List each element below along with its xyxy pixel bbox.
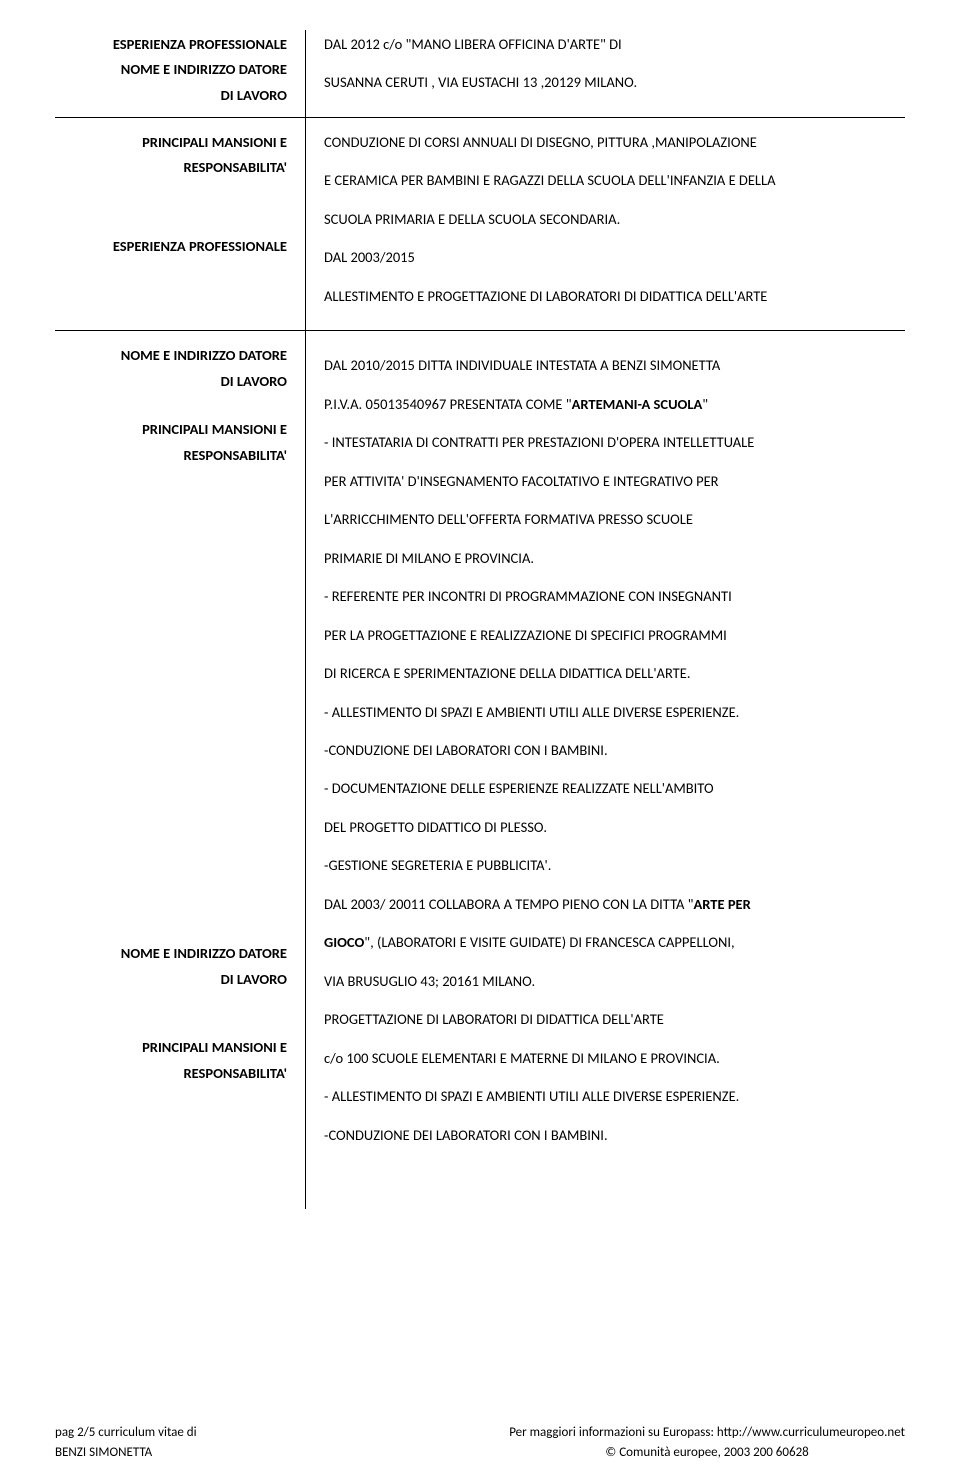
s3-l13: DEL PROGETTO DIDATTICO DI PLESSO. <box>324 816 905 838</box>
footer-right-1: Per maggiori informazioni su Europass: h… <box>509 1423 905 1443</box>
s1-line1: DAL 2012 c/o "MANO LIBERA OFFICINA D'ART… <box>324 33 905 55</box>
s3-l10: - ALLESTIMENTO DI SPAZI E AMBIENTI UTILI… <box>324 701 905 723</box>
s3-l16a: GIOCO <box>324 933 364 951</box>
label-responsabilita: RESPONSABILITA' <box>55 156 287 178</box>
footer-left-2: BENZI SIMONETTA <box>55 1443 197 1463</box>
s3-l7: - REFERENTE PER INCONTRI DI PROGRAMMAZIO… <box>324 585 905 607</box>
s3-l18: PROGETTAZIONE DI LABORATORI DI DIDATTICA… <box>324 1008 905 1030</box>
label-di-lavoro-2: DI LAVORO <box>55 370 287 392</box>
label-mansioni-3: PRINCIPALI MANSIONI E <box>55 1036 287 1058</box>
section-3: NOME E INDIRIZZO DATORE DI LAVORO PRINCI… <box>55 331 905 1209</box>
footer-right-2: © Comunità europee, 2003 200 60628 <box>509 1443 905 1463</box>
s3-l12: - DOCUMENTAZIONE DELLE ESPERIENZE REALIZ… <box>324 777 905 799</box>
label-nome-indirizzo: NOME E INDIRIZZO DATORE <box>55 58 287 80</box>
s1-line2: SUSANNA CERUTI , VIA EUSTACHI 13 ,20129 … <box>324 71 905 93</box>
label-mansioni-2: PRINCIPALI MANSIONI E <box>55 418 287 440</box>
s3-l3: - INTESTATARIA DI CONTRATTI PER PRESTAZI… <box>324 431 905 453</box>
s3-l15a: DAL 2003/ 20011 COLLABORA A TEMPO PIENO … <box>324 895 694 913</box>
s3-l2a: P.I.V.A. 05013540967 PRESENTATA COME " <box>324 395 572 413</box>
label-nome-indirizzo-2: NOME E INDIRIZZO DATORE <box>55 344 287 366</box>
s2-line4: DAL 2003/2015 <box>324 246 905 268</box>
right-col-3: DAL 2010/2015 DITTA INDIVIDUALE INTESTAT… <box>305 331 905 1209</box>
s2-line1: CONDUZIONE DI CORSI ANNUALI DI DISEGNO, … <box>324 131 905 153</box>
s2-line5: ALLESTIMENTO E PROGETTAZIONE DI LABORATO… <box>324 285 905 307</box>
s3-l20: - ALLESTIMENTO DI SPAZI E AMBIENTI UTILI… <box>324 1085 905 1107</box>
page-footer: pag 2/5 curriculum vitae di BENZI SIMONE… <box>55 1423 905 1463</box>
s3-l11: -CONDUZIONE DEI LABORATORI CON I BAMBINI… <box>324 739 905 761</box>
s3-l5: L'ARRICCHIMENTO DELL'OFFERTA FORMATIVA P… <box>324 508 905 530</box>
label-mansioni: PRINCIPALI MANSIONI E <box>55 131 287 153</box>
s3-l17: VIA BRUSUGLIO 43; 20161 MILANO. <box>324 970 905 992</box>
label-responsabilita-2: RESPONSABILITA' <box>55 444 287 466</box>
s2-line2: E CERAMICA PER BAMBINI E RAGAZZI DELLA S… <box>324 169 905 191</box>
s3-l16: GIOCO", (LABORATORI E VISITE GUIDATE) DI… <box>324 931 905 953</box>
left-col-1: ESPERIENZA PROFESSIONALE NOME E INDIRIZZ… <box>55 30 305 117</box>
s3-l8: PER LA PROGETTAZIONE E REALIZZAZIONE DI … <box>324 624 905 646</box>
label-esperienza-2: ESPERIENZA PROFESSIONALE <box>55 235 287 257</box>
s3-l1: DAL 2010/2015 DITTA INDIVIDUALE INTESTAT… <box>324 354 905 376</box>
footer-right: Per maggiori informazioni su Europass: h… <box>509 1423 905 1463</box>
s2-line3: SCUOLA PRIMARIA E DELLA SCUOLA SECONDARI… <box>324 208 905 230</box>
footer-left: pag 2/5 curriculum vitae di BENZI SIMONE… <box>55 1423 197 1463</box>
section-2: PRINCIPALI MANSIONI E RESPONSABILITA' ES… <box>55 118 905 330</box>
s3-l16b: ", (LABORATORI E VISITE GUIDATE) DI FRAN… <box>364 933 734 951</box>
s3-l4: PER ATTIVITA' D'INSEGNAMENTO FACOLTATIVO… <box>324 470 905 492</box>
label-esperienza: ESPERIENZA PROFESSIONALE <box>55 33 287 55</box>
s3-l19: c/o 100 SCUOLE ELEMENTARI E MATERNE DI M… <box>324 1047 905 1069</box>
s3-l6: PRIMARIE DI MILANO E PROVINCIA. <box>324 547 905 569</box>
s3-l14: -GESTIONE SEGRETERIA E PUBBLICITA'. <box>324 854 905 876</box>
footer-left-1: pag 2/5 curriculum vitae di <box>55 1423 197 1443</box>
label-di-lavoro-3: DI LAVORO <box>55 968 287 990</box>
left-col-3: NOME E INDIRIZZO DATORE DI LAVORO PRINCI… <box>55 331 305 1209</box>
s3-l15: DAL 2003/ 20011 COLLABORA A TEMPO PIENO … <box>324 893 905 915</box>
section-1: ESPERIENZA PROFESSIONALE NOME E INDIRIZZ… <box>55 30 905 117</box>
left-col-2: PRINCIPALI MANSIONI E RESPONSABILITA' ES… <box>55 118 305 330</box>
right-col-1: DAL 2012 c/o "MANO LIBERA OFFICINA D'ART… <box>305 30 905 117</box>
label-responsabilita-3: RESPONSABILITA' <box>55 1062 287 1084</box>
s3-l9: DI RICERCA E SPERIMENTAZIONE DELLA DIDAT… <box>324 662 905 684</box>
right-col-2: CONDUZIONE DI CORSI ANNUALI DI DISEGNO, … <box>305 118 905 330</box>
label-di-lavoro: DI LAVORO <box>55 84 287 106</box>
s3-l15b: ARTE PER <box>694 895 751 913</box>
s3-l2b: ARTEMANI-A SCUOLA <box>572 395 703 413</box>
s3-l2: P.I.V.A. 05013540967 PRESENTATA COME "AR… <box>324 393 905 415</box>
label-nome-indirizzo-3: NOME E INDIRIZZO DATORE <box>55 942 287 964</box>
s3-l21: -CONDUZIONE DEI LABORATORI CON I BAMBINI… <box>324 1124 905 1146</box>
cv-page: ESPERIENZA PROFESSIONALE NOME E INDIRIZZ… <box>0 0 960 1483</box>
s3-l2c: " <box>702 395 708 413</box>
